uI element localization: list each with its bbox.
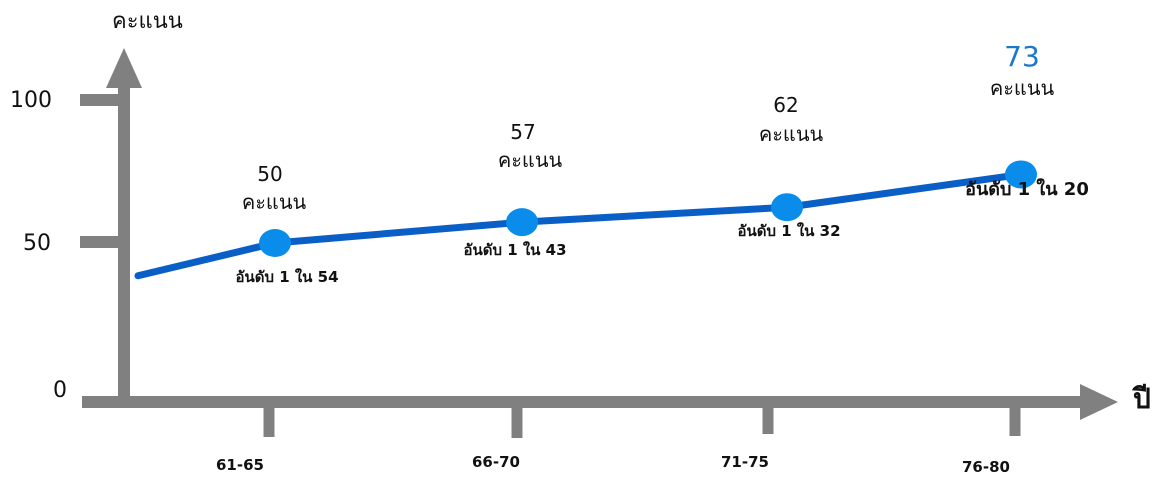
value-label-4: 73 (1004, 40, 1040, 73)
unit-label-4: คะแนน (990, 76, 1055, 100)
y-tick-label-0: 0 (53, 378, 67, 403)
axes (80, 48, 1118, 438)
unit-label-3: คะแนน (759, 122, 824, 146)
markers (259, 160, 1037, 257)
rank-label-2: อันดับ 1 ใน 43 (463, 241, 566, 259)
x-axis-label: ปี (1131, 382, 1151, 415)
unit-label-2: คะแนน (498, 148, 563, 172)
rank-label-3: อันดับ 1 ใน 32 (737, 222, 840, 240)
rank-label-1: อันดับ 1 ใน 54 (235, 268, 338, 286)
value-label-2: 57 (510, 120, 535, 144)
x-tick-label-3: 71-75 (721, 453, 769, 471)
data-point-3 (771, 193, 803, 222)
y-tick-label-100: 100 (10, 88, 52, 113)
unit-label-1: คะแนน (242, 190, 307, 214)
data-point-1 (259, 229, 291, 257)
y-axis-arrow (106, 48, 142, 88)
rank-label-4: อันดับ 1 ใน 20 (965, 178, 1089, 200)
data-point-4 (1005, 160, 1037, 189)
x-tick-label-1: 61-65 (216, 456, 264, 474)
data-point-2 (506, 208, 538, 237)
value-label-1: 50 (257, 162, 282, 186)
value-label-3: 62 (773, 93, 798, 117)
y-tick-label-50: 50 (23, 231, 51, 256)
y-axis-label: คะแนน (112, 9, 183, 34)
x-axis-arrow (1080, 384, 1118, 420)
x-tick-label-2: 66-70 (472, 453, 520, 471)
x-tick-label-4: 76-80 (962, 458, 1010, 476)
